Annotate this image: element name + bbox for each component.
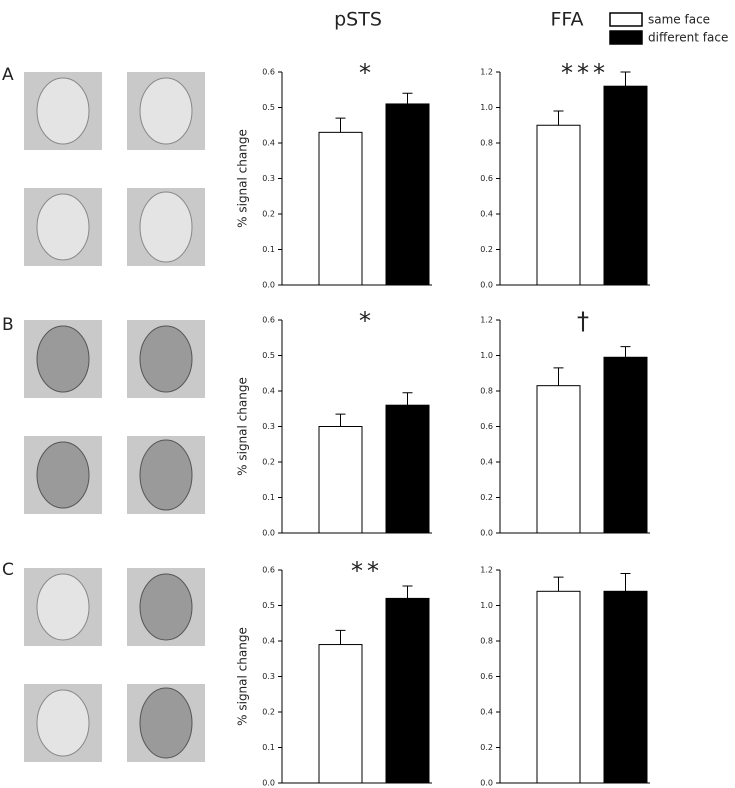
y-tick-label: 0.2 — [262, 458, 275, 467]
y-tick-label: 0.8 — [480, 387, 493, 396]
face — [36, 193, 90, 261]
legend-swatch — [609, 30, 643, 45]
y-tick-label: 0.1 — [262, 245, 275, 254]
error-bar — [402, 585, 413, 599]
y-tick-label: 0.6 — [262, 566, 275, 575]
face — [139, 687, 193, 759]
row-label: C — [2, 560, 14, 580]
y-tick-label: 0.2 — [480, 245, 493, 254]
y-tick-label: 1.0 — [480, 103, 493, 112]
y-tick-label: 0.2 — [480, 493, 493, 502]
y-tick-label: 0.6 — [480, 672, 493, 681]
bar — [536, 385, 581, 534]
legend-label: different face — [648, 31, 728, 45]
error-bar — [553, 367, 564, 386]
y-tick-label: 0.3 — [262, 422, 275, 431]
bar — [318, 131, 363, 286]
face — [36, 77, 90, 145]
y-tick-label: 0.0 — [480, 779, 493, 788]
y-tick-label: 0.0 — [262, 281, 275, 290]
error-bar — [620, 573, 631, 592]
y-tick-label: 0.6 — [262, 316, 275, 325]
y-tick-label: 0.2 — [480, 743, 493, 752]
y-tick-label: 1.0 — [480, 351, 493, 360]
significance-marker: ** — [351, 557, 383, 585]
face — [139, 325, 193, 393]
y-tick-label: 1.2 — [480, 566, 493, 575]
y-tick-label: 0.8 — [480, 637, 493, 646]
y-tick-label: 0.6 — [480, 174, 493, 183]
y-tick-label: 0.1 — [262, 743, 275, 752]
bar — [385, 404, 430, 534]
bar — [536, 124, 581, 286]
error-bar — [335, 413, 346, 427]
face — [139, 439, 193, 511]
error-bar — [402, 392, 413, 406]
significance-marker: *** — [561, 59, 609, 87]
error-bar — [620, 346, 631, 358]
error-bar — [620, 71, 631, 87]
y-tick-label: 0.0 — [262, 779, 275, 788]
y-tick-label: 0.5 — [262, 351, 275, 360]
bar — [385, 103, 430, 286]
y-tick-label: 0.4 — [480, 708, 493, 717]
face — [36, 325, 90, 393]
face-stimuli — [24, 72, 205, 762]
y-tick-label: 0.8 — [480, 139, 493, 148]
bar — [536, 590, 581, 784]
face — [139, 573, 193, 641]
y-tick-label: 0.2 — [262, 210, 275, 219]
bar — [603, 85, 648, 286]
column-title: pSTS — [334, 9, 382, 31]
y-tick-label: 0.5 — [262, 601, 275, 610]
y-tick-label: 0.3 — [262, 672, 275, 681]
error-bar — [335, 117, 346, 133]
legend-label: same face — [648, 13, 710, 27]
bar — [603, 356, 648, 534]
y-tick-label: 1.0 — [480, 601, 493, 610]
y-axis-label: % signal change — [236, 627, 250, 726]
face — [36, 573, 90, 641]
significance-marker: * — [359, 59, 375, 87]
legend-swatch — [609, 12, 643, 27]
face — [139, 191, 193, 263]
error-bar — [553, 576, 564, 592]
y-tick-label: 1.2 — [480, 316, 493, 325]
bar — [385, 597, 430, 784]
error-bar — [402, 92, 413, 104]
y-tick-label: 1.2 — [480, 68, 493, 77]
row-label: A — [2, 65, 14, 85]
y-tick-label: 0.1 — [262, 493, 275, 502]
bar — [318, 644, 363, 784]
significance-marker: † — [577, 307, 593, 335]
y-tick-label: 0.0 — [480, 529, 493, 538]
y-tick-label: 0.0 — [262, 529, 275, 538]
face — [36, 441, 90, 509]
y-tick-label: 0.2 — [262, 708, 275, 717]
y-axis-label: % signal change — [236, 129, 250, 228]
face — [139, 77, 193, 145]
y-tick-label: 0.3 — [262, 174, 275, 183]
y-tick-label: 0.5 — [262, 103, 275, 112]
y-tick-label: 0.4 — [262, 637, 275, 646]
column-title: FFA — [550, 9, 583, 31]
bar — [603, 590, 648, 784]
y-tick-label: 0.4 — [262, 387, 275, 396]
y-tick-label: 0.6 — [262, 68, 275, 77]
y-tick-label: 0.0 — [480, 281, 493, 290]
y-tick-label: 0.4 — [480, 458, 493, 467]
error-bar — [335, 629, 346, 645]
bar — [318, 426, 363, 534]
y-tick-label: 0.4 — [480, 210, 493, 219]
face — [36, 689, 90, 757]
y-axis-label: % signal change — [236, 377, 250, 476]
error-bar — [553, 110, 564, 126]
y-tick-label: 0.6 — [480, 422, 493, 431]
y-tick-label: 0.4 — [262, 139, 275, 148]
row-label: B — [2, 315, 14, 335]
significance-marker: * — [359, 307, 375, 335]
